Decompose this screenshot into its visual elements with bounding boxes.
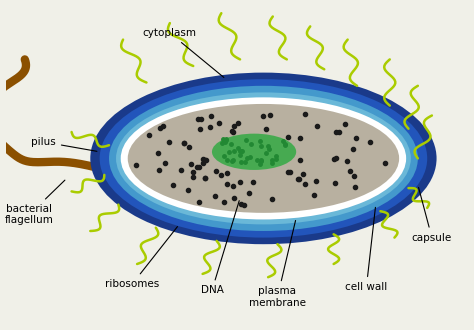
Ellipse shape bbox=[212, 134, 296, 170]
Ellipse shape bbox=[91, 73, 437, 244]
Ellipse shape bbox=[100, 79, 427, 238]
Text: plasma
membrane: plasma membrane bbox=[249, 220, 306, 308]
Ellipse shape bbox=[109, 86, 418, 231]
Ellipse shape bbox=[121, 97, 406, 219]
Text: cytoplasm: cytoplasm bbox=[143, 28, 224, 78]
Text: bacterial
flagellum: bacterial flagellum bbox=[5, 180, 65, 225]
Text: cell wall: cell wall bbox=[345, 207, 388, 292]
Ellipse shape bbox=[128, 104, 399, 213]
Text: pilus: pilus bbox=[31, 137, 97, 151]
Text: capsule: capsule bbox=[412, 187, 452, 243]
Ellipse shape bbox=[116, 92, 411, 224]
Text: ribosomes: ribosomes bbox=[105, 227, 177, 289]
Text: DNA: DNA bbox=[201, 201, 239, 295]
